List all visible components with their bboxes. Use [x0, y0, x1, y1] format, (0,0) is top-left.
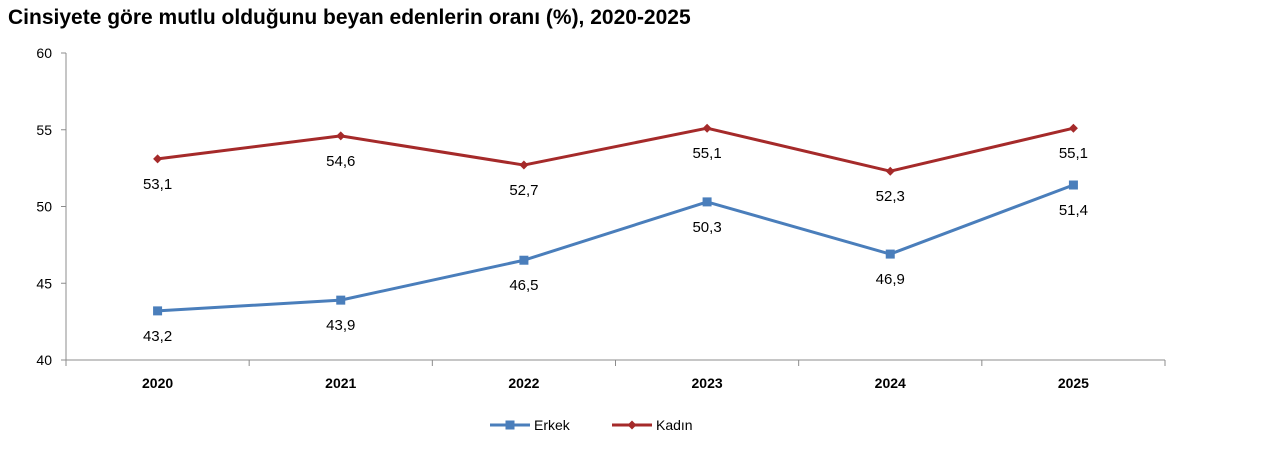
kadin-data-label: 54,6 — [326, 153, 355, 170]
legend-erkek-label: Erkek — [534, 417, 571, 433]
kadin-series-line — [157, 126, 1074, 173]
y-tick-label: 50 — [36, 199, 52, 215]
chart-axes: 40 45 50 55 60 2020 2021 2022 2023 2024 2025 — [36, 45, 1166, 391]
erkek-series-line — [157, 183, 1074, 313]
legend-erkek-marker — [505, 420, 515, 430]
y-tick-label: 40 — [36, 352, 52, 368]
erkek-data-point — [702, 197, 712, 207]
x-tick-label: 2023 — [692, 375, 723, 391]
erkek-data-label: 46,5 — [509, 277, 538, 294]
erkek-data-label: 43,2 — [143, 328, 172, 345]
x-tick-label: 2021 — [325, 375, 356, 391]
kadin-data-label: 55,1 — [1059, 145, 1088, 162]
erkek-data-point — [885, 249, 895, 259]
kadin-data-label: 53,1 — [143, 176, 172, 193]
legend-kadin-label: Kadın — [656, 417, 693, 433]
kadin-data-point — [153, 154, 163, 164]
y-tick-label: 55 — [36, 122, 52, 138]
erkek-data-label: 43,9 — [326, 317, 355, 334]
kadin-data-point — [519, 160, 529, 170]
x-tick-label: 2024 — [875, 375, 906, 391]
kadin-data-point — [1068, 123, 1078, 133]
series-lines — [153, 123, 1078, 316]
y-tick-label: 45 — [36, 275, 52, 291]
kadin-data-label: 52,7 — [509, 182, 538, 199]
erkek-data-label: 51,4 — [1059, 202, 1088, 219]
kadin-data-label: 52,3 — [876, 188, 905, 205]
kadin-data-point — [885, 166, 895, 176]
erkek-data-point — [519, 255, 529, 265]
data-labels: 53,1 54,6 52,7 55,1 52,3 55,1 43,2 43,9 46,5 50,3… — [143, 145, 1088, 345]
erkek-data-label: 50,3 — [692, 219, 721, 236]
legend-kadin-marker — [627, 420, 637, 430]
chart-legend: Erkek Kadın — [490, 417, 693, 433]
x-tick-label: 2020 — [142, 375, 173, 391]
erkek-data-point — [1068, 180, 1078, 190]
x-tick-label: 2025 — [1058, 375, 1089, 391]
x-tick-label: 2022 — [508, 375, 539, 391]
kadin-data-point — [336, 131, 346, 141]
y-tick-label: 60 — [36, 45, 52, 61]
chart-title: Cinsiyete göre mutlu olduğunu beyan eden… — [8, 6, 691, 29]
erkek-data-point — [336, 295, 346, 305]
erkek-data-point — [153, 306, 163, 316]
erkek-data-label: 46,9 — [876, 271, 905, 288]
kadin-data-point — [702, 123, 712, 133]
kadin-data-label: 55,1 — [692, 145, 721, 162]
